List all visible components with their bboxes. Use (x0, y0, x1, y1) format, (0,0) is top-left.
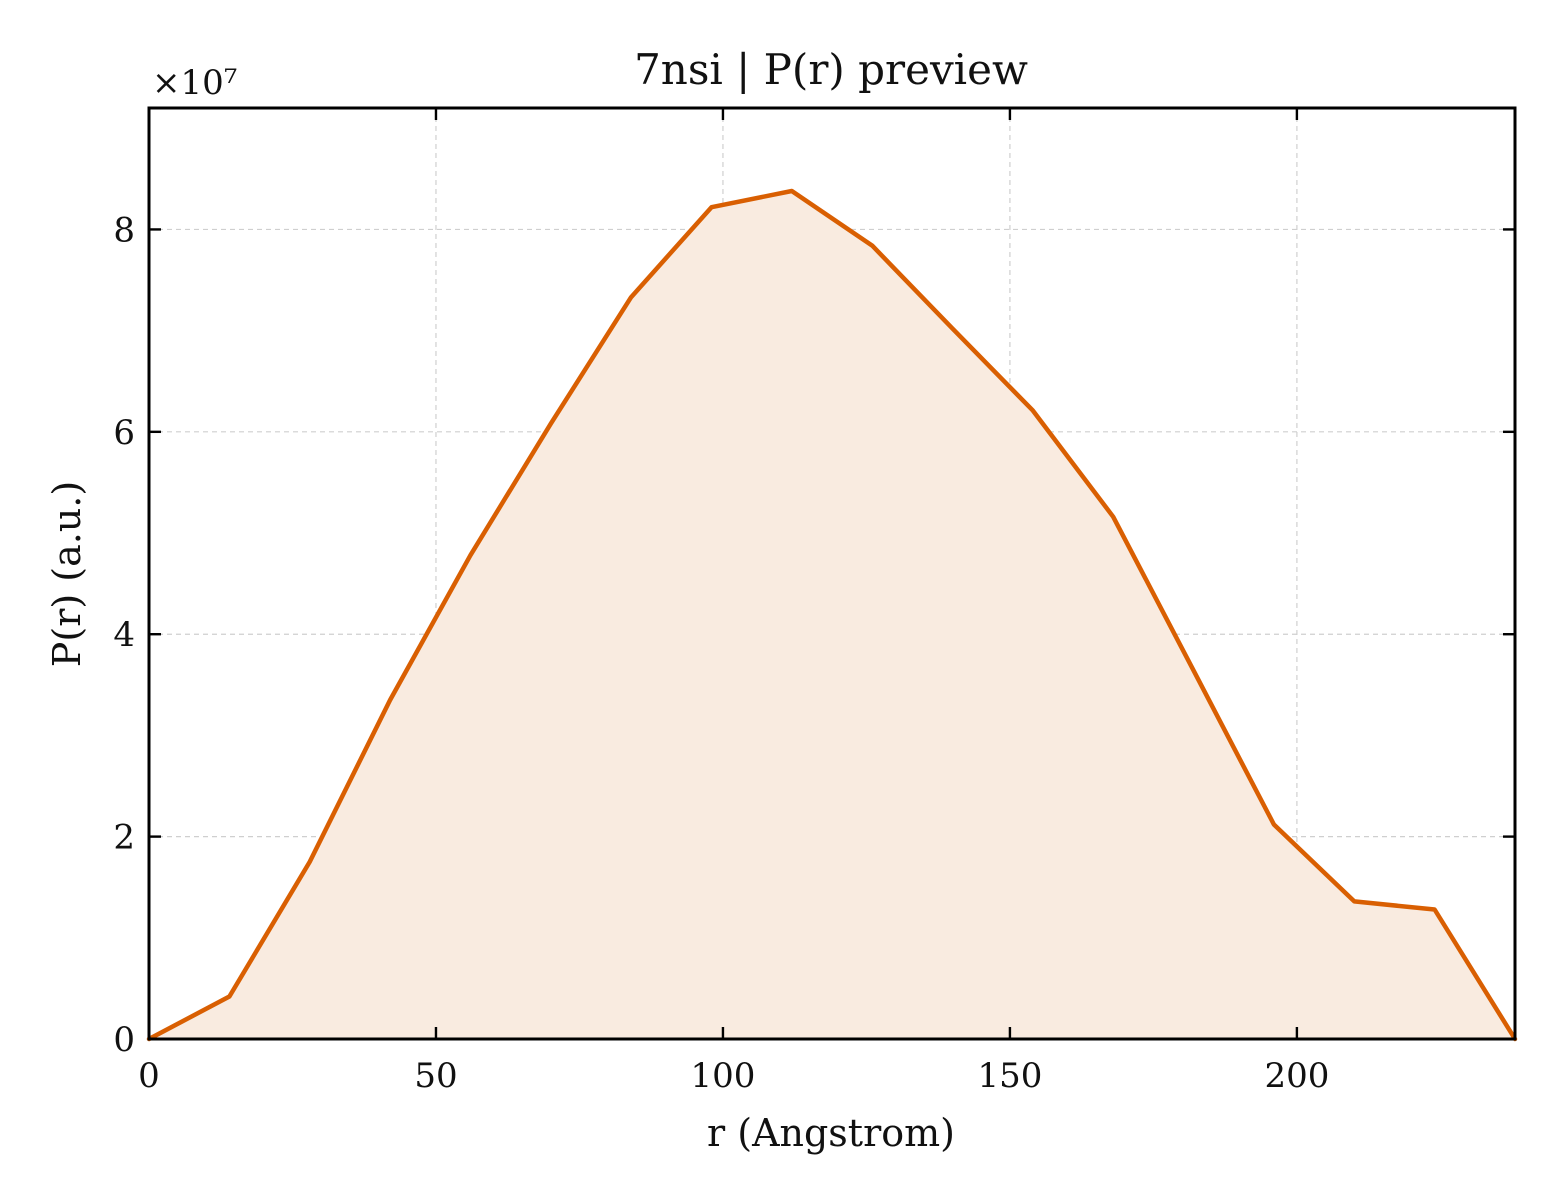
x-tick-label: 100 (690, 1056, 755, 1096)
y-tick-label: 2 (113, 818, 135, 858)
series-line (146, 188, 1518, 1042)
y-tick-label: 8 (113, 210, 135, 250)
x-tick-label: 50 (414, 1056, 457, 1096)
y-tick-label: 6 (113, 413, 135, 453)
plot-frame (147, 106, 1517, 1041)
y-axis-label: P(r) (a.u.) (45, 481, 89, 667)
x-tick-label: 0 (138, 1056, 160, 1096)
series-area-fill (149, 191, 1515, 1039)
x-tick-label: 150 (977, 1056, 1042, 1096)
y-axis-ticks: 0 2 4 6 8 (113, 210, 1515, 1060)
y-tick-label: 4 (113, 615, 135, 655)
x-axis-ticks: 0 50 100 150 200 (138, 108, 1329, 1096)
y-multiplier-label: ×10⁷ (152, 63, 237, 103)
x-tick-label: 200 (1264, 1056, 1329, 1096)
x-axis-label: r (Angstrom) (707, 1111, 955, 1155)
y-tick-label: 0 (113, 1020, 135, 1060)
chart-title: 7nsi | P(r) preview (634, 45, 1028, 94)
